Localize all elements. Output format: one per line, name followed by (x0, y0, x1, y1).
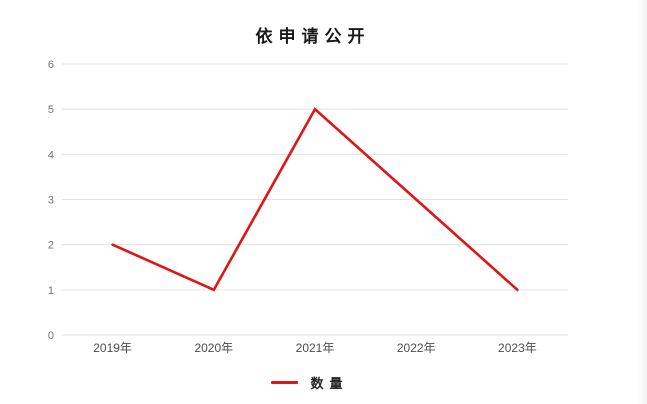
chart-title: 依申请公开 (255, 27, 371, 47)
y-axis-tick-label: 3 (48, 195, 54, 207)
data-line-数量 (111, 107, 519, 292)
legend: 数量 (0, 372, 620, 392)
x-axis-tick-label: 2020年 (194, 341, 233, 355)
y-axis-tick-label: 1 (48, 285, 54, 297)
x-axis-tick-label: 2019年 (93, 341, 132, 355)
right-edge-shade (637, 0, 647, 404)
y-axis-tick-label: 4 (48, 149, 54, 161)
legend-series-label: 数量 (310, 376, 349, 392)
y-axis-tick-label: 2 (48, 240, 54, 252)
y-axis-tick-label: 5 (48, 104, 54, 116)
y-axis-tick-label: 6 (48, 59, 54, 71)
legend-line-swatch (271, 380, 299, 384)
x-axis-tick-label: 2022年 (397, 341, 436, 355)
x-axis-tick-label: 2021年 (296, 341, 335, 355)
y-axis-tick-label: 0 (48, 330, 54, 342)
x-axis-tick-label: 2023年 (498, 341, 537, 355)
